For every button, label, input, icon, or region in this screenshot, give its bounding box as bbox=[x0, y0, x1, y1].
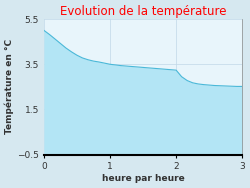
Y-axis label: Température en °C: Température en °C bbox=[5, 39, 14, 134]
Title: Evolution de la température: Evolution de la température bbox=[60, 5, 226, 18]
X-axis label: heure par heure: heure par heure bbox=[102, 174, 184, 183]
